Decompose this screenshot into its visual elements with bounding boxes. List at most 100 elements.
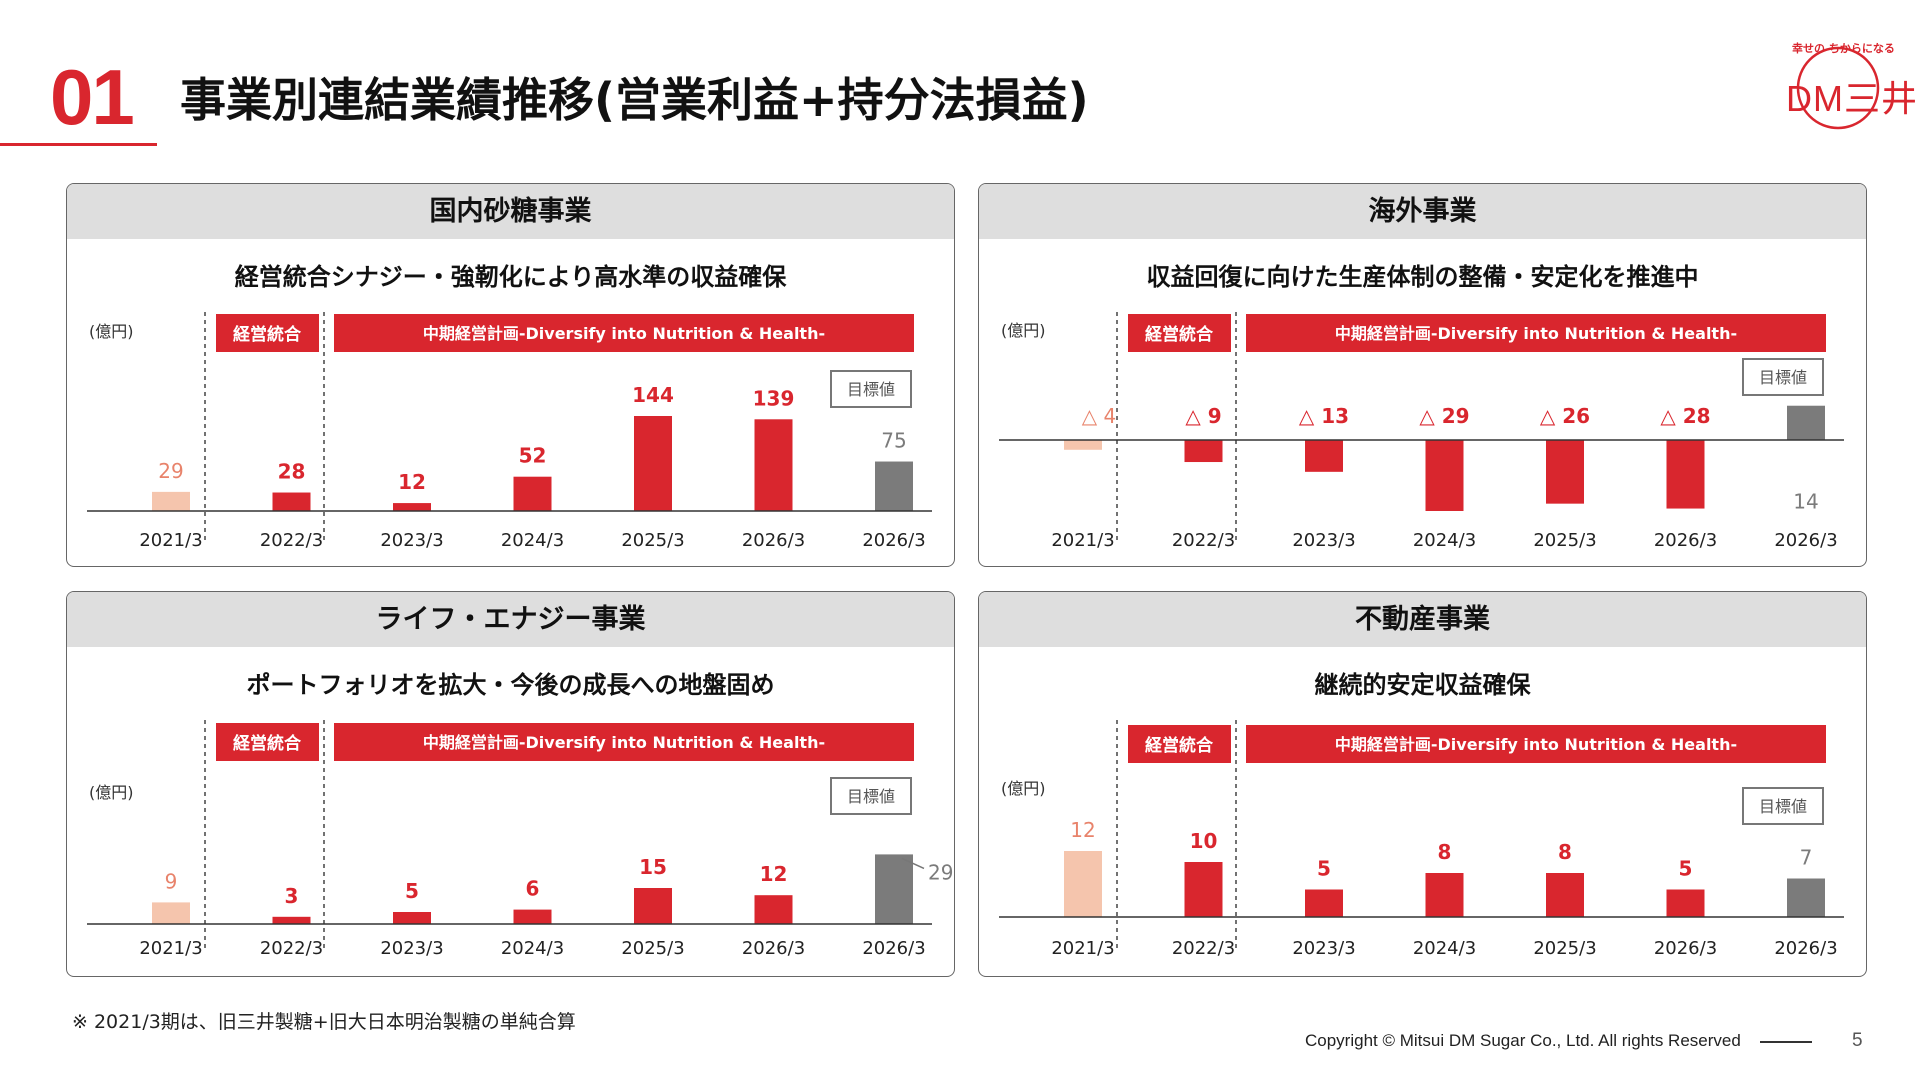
category-label: 2023/3 [1292, 938, 1355, 959]
panel-subtitle: 収益回復に向けた生産体制の整備・安定化を推進中 [1146, 263, 1699, 291]
bar [393, 503, 431, 511]
bar [634, 888, 672, 924]
bar [1666, 889, 1705, 917]
bar [1666, 440, 1705, 509]
bar [152, 902, 190, 924]
category-label: 2021/3 [139, 938, 202, 959]
merger-label-box [1128, 725, 1231, 763]
target-label: 目標値 [1759, 368, 1807, 387]
panel-subtitle: ポートフォリオを拡大・今後の成長への地盤固め [246, 671, 775, 699]
target-label: 目標値 [847, 380, 895, 399]
bar [1184, 862, 1223, 917]
plan-label: 中期経営計画-Diversify into Nutrition & Health… [423, 733, 825, 752]
category-label: 2024/3 [1413, 530, 1476, 551]
bar [875, 461, 913, 511]
bar [754, 895, 793, 924]
plan-label-box [334, 723, 914, 761]
unit-label: (億円) [89, 322, 134, 341]
value-label: 28 [278, 460, 306, 484]
category-label: 2026/3 [742, 530, 805, 551]
category-label: 2026/3 [862, 938, 925, 959]
target-label-box [1742, 358, 1824, 396]
category-label: 2026/3 [1774, 938, 1837, 959]
value-leader-line [901, 857, 925, 870]
plan-label: 中期経営計画-Diversify into Nutrition & Health… [1335, 324, 1737, 343]
bar [1425, 440, 1464, 511]
bar [1787, 878, 1825, 917]
bar [1546, 873, 1584, 917]
panel-domestic-sugar: 国内砂糖事業 経営統合シナジー・強靭化により高水準の収益確保 経営統合 中期経営計… [66, 183, 955, 567]
value-label: 29 [928, 860, 953, 884]
page-number: 5 [1852, 1030, 1863, 1051]
copyright-divider [1760, 1041, 1812, 1043]
category-label: 2025/3 [621, 938, 684, 959]
copyright: Copyright © Mitsui DM Sugar Co., Ltd. Al… [1305, 1031, 1741, 1050]
panel-title: 国内砂糖事業 [67, 184, 954, 239]
value-label: 29 [158, 459, 183, 483]
bar [754, 419, 793, 511]
merger-label: 経営統合 [1145, 735, 1214, 756]
category-label: 2026/3 [1654, 530, 1717, 551]
bar [513, 476, 552, 511]
target-label-box [1742, 787, 1824, 825]
category-label: 2023/3 [380, 938, 443, 959]
plan-label-box [1246, 725, 1826, 763]
bar [1064, 851, 1102, 917]
category-label: 2021/3 [1051, 530, 1114, 551]
value-label: 144 [632, 383, 674, 407]
bar [1425, 873, 1464, 917]
value-label: 3 [285, 884, 299, 908]
value-label: 7 [1800, 846, 1813, 870]
category-label: 2022/3 [260, 938, 323, 959]
bar [634, 416, 672, 511]
merger-label-box [1128, 314, 1231, 352]
value-label: 12 [760, 862, 788, 886]
target-label-box [830, 777, 912, 815]
category-label: 2025/3 [621, 530, 684, 551]
value-label: 6 [526, 877, 540, 901]
unit-label: (億円) [1001, 321, 1046, 340]
value-label: △ 26 [1540, 404, 1590, 428]
value-label: 12 [398, 470, 426, 494]
merger-label-box [216, 723, 319, 761]
merger-label: 経営統合 [1145, 324, 1214, 345]
value-label: △ 9 [1185, 404, 1221, 428]
bar [393, 912, 431, 924]
panel-overseas: 海外事業 収益回復に向けた生産体制の整備・安定化を推進中 経営統合 中期経営計画-… [978, 183, 1867, 567]
page-title: 事業別連結業績推移(営業利益+持分法損益) [180, 73, 1089, 127]
value-label: 52 [519, 444, 547, 468]
category-label: 2026/3 [1774, 530, 1837, 551]
logo-circle-icon [1796, 46, 1880, 130]
merger-label-box [216, 314, 319, 352]
plan-label: 中期経営計画-Diversify into Nutrition & Health… [1335, 735, 1737, 754]
value-label: △ 4 [1082, 404, 1116, 428]
value-label: 5 [1317, 857, 1331, 881]
plan-label: 中期経営計画-Diversify into Nutrition & Health… [423, 324, 825, 343]
bar [1787, 405, 1825, 440]
panel-subtitle: 継続的安定収益確保 [1314, 671, 1531, 699]
category-label: 2024/3 [501, 938, 564, 959]
panel-title: ライフ・エナジー事業 [67, 592, 954, 647]
value-label: 5 [1679, 857, 1693, 881]
bar [272, 492, 311, 511]
panel-title: 海外事業 [979, 184, 1866, 239]
company-logo: 幸せの ちからになる DM三井 [1778, 30, 1917, 130]
value-label: 9 [165, 869, 178, 893]
bar [875, 854, 913, 924]
category-label: 2024/3 [501, 530, 564, 551]
target-label-box [830, 370, 912, 408]
value-label: 12 [1070, 818, 1095, 842]
category-label: 2024/3 [1413, 938, 1476, 959]
value-label: 14 [1793, 489, 1818, 513]
value-label: △ 28 [1660, 404, 1710, 428]
plan-label-box [1246, 314, 1826, 352]
footnote: ※ 2021/3期は、旧三井製糖+旧大日本明治製糖の単純合算 [72, 1011, 576, 1033]
panel-title: 不動産事業 [979, 592, 1866, 647]
value-label: △ 13 [1299, 404, 1349, 428]
panel-life-energy: ライフ・エナジー事業 ポートフォリオを拡大・今後の成長への地盤固め 経営統合 中期… [66, 591, 955, 977]
category-label: 2022/3 [260, 530, 323, 551]
bar-chart: 経営統合 中期経営計画-Diversify into Nutrition & He… [999, 720, 1844, 959]
value-label: 139 [753, 386, 795, 410]
bar [513, 909, 552, 924]
panel-real-estate: 不動産事業 継続的安定収益確保 経営統合 中期経営計画-Diversify int… [978, 591, 1867, 977]
